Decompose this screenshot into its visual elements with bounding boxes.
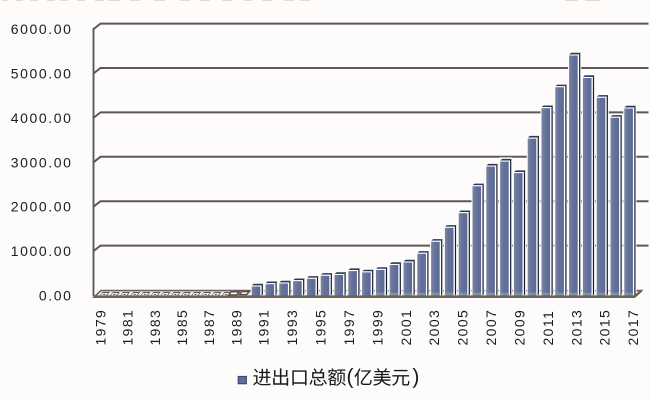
svg-text:1985: 1985: [174, 309, 190, 346]
svg-text:2015: 2015: [597, 309, 613, 346]
svg-text:1997: 1997: [341, 309, 357, 346]
svg-text:1981: 1981: [120, 309, 136, 346]
svg-text:2017: 2017: [625, 309, 641, 346]
svg-text:(: (: [347, 366, 354, 389]
svg-text:2005: 2005: [455, 309, 471, 346]
svg-text:1987: 1987: [201, 309, 217, 346]
svg-text:2003: 2003: [426, 309, 442, 346]
svg-text:): ): [412, 366, 419, 389]
svg-text:2009: 2009: [512, 309, 528, 346]
svg-text:4000.00: 4000.00: [11, 110, 73, 126]
svg-text:1999: 1999: [369, 309, 385, 346]
svg-text:1991: 1991: [256, 309, 272, 346]
svg-text:5000.00: 5000.00: [11, 66, 73, 82]
svg-text:2001: 2001: [398, 309, 414, 346]
svg-text:1983: 1983: [147, 309, 163, 346]
svg-text:0.00: 0.00: [39, 288, 73, 304]
svg-text:3000.00: 3000.00: [11, 154, 73, 170]
svg-text:6000.00: 6000.00: [11, 21, 73, 37]
svg-text:1993: 1993: [284, 309, 300, 346]
svg-text:1989: 1989: [228, 309, 244, 346]
svg-text:1995: 1995: [313, 309, 329, 346]
svg-text:2011: 2011: [540, 310, 556, 346]
svg-text:2013: 2013: [568, 309, 584, 346]
svg-text:1000.00: 1000.00: [11, 243, 73, 259]
svg-text:2007: 2007: [483, 309, 499, 346]
svg-text:2000.00: 2000.00: [11, 199, 73, 215]
svg-text:1979: 1979: [92, 309, 108, 346]
